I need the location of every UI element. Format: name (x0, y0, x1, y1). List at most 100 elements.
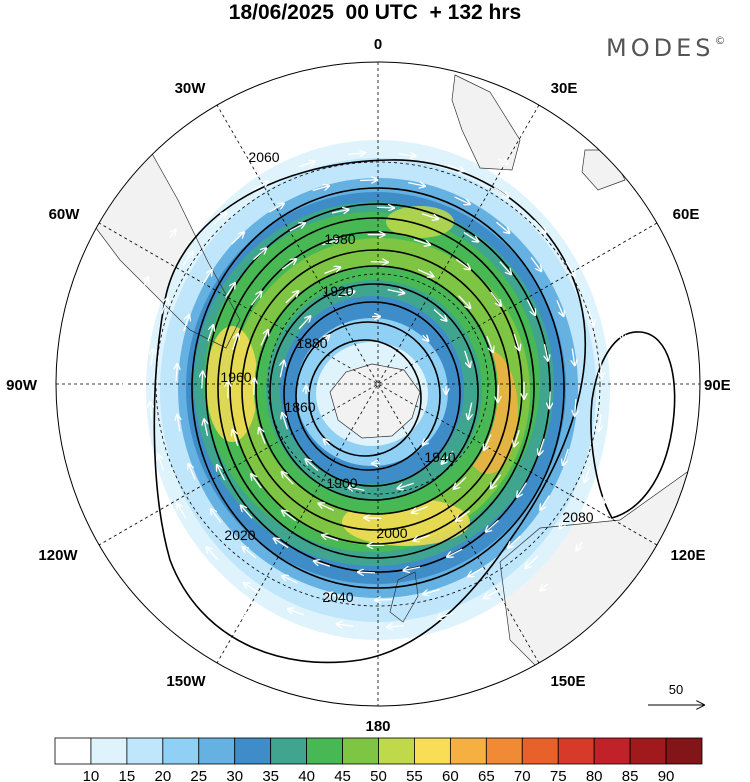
lon-label-60e: 60E (673, 206, 700, 223)
wind-vector-arrow (251, 474, 262, 489)
wind-vector-arrow (540, 495, 550, 510)
wind-vector-arrow (202, 372, 203, 389)
colorbar-tick-label: 35 (262, 768, 279, 782)
colorbar-tick-label: 80 (586, 768, 603, 782)
meridian-120e-60w (98, 222, 658, 546)
wind-vector-arrow (455, 258, 470, 269)
wind-vector-arrow (498, 159, 508, 164)
wind-vector-arrow (331, 210, 349, 214)
colorbar-swatch (90, 737, 128, 765)
wind-vector-arrow (584, 465, 591, 482)
wind-vector-arrow (491, 474, 502, 489)
contour-2020 (205, 203, 551, 573)
wind-vector-arrow (243, 547, 257, 559)
wind-vector-arrow (202, 270, 212, 285)
wind-vector-arrow (412, 505, 428, 513)
wind-vector-arrow (169, 230, 176, 239)
colorbar-tick-label: 10 (83, 768, 100, 782)
wind-vector-arrow (513, 333, 519, 350)
wind-vector-arrow (490, 291, 501, 306)
wind-vector-arrow (530, 257, 541, 272)
wind-vector-arrow (281, 259, 296, 270)
wind-vector-arrow (468, 567, 484, 577)
lon-label-90w: 90W (6, 377, 38, 394)
wind-vector-arrow (203, 583, 211, 590)
wind-vector-arrow (398, 126, 408, 127)
wind-vector-arrow (203, 189, 211, 197)
wind-vector-arrow (254, 378, 255, 396)
wind-vector-arrow (587, 309, 594, 325)
wind-vector-arrow (344, 653, 354, 654)
wind-vector-arrow (517, 482, 527, 497)
wind-vector-arrow (556, 300, 564, 316)
wind-vector-arrow (338, 292, 354, 298)
wind-vector-arrow (560, 513, 570, 528)
wind-vector-arrow (600, 361, 602, 378)
contour-1860 (308, 339, 422, 457)
coastline-south-america (89, 149, 241, 349)
land-africa (452, 75, 520, 170)
brand-logo: MODES© (606, 34, 725, 62)
wind-vector-arrow (576, 541, 583, 550)
wind-vector-arrow (312, 186, 329, 192)
contour-label-1860: 1860 (284, 399, 315, 415)
colorbar-swatch (414, 737, 451, 765)
colorbar-swatch (198, 737, 236, 765)
wind-vector-arrow (327, 594, 344, 598)
wind-vector-arrow (437, 612, 454, 618)
wind-vector-arrow (298, 162, 315, 168)
wind-vector-arrow (541, 190, 549, 198)
wind-vector-arrow (324, 439, 330, 445)
lon-label-120w: 120W (38, 547, 78, 564)
colorbar-tick-label: 25 (190, 768, 207, 782)
wind-vector-arrow (282, 472, 294, 485)
wind-vector-arrow (423, 335, 429, 341)
wind-vector-arrow (605, 278, 609, 288)
colorbar-tick-label: 50 (370, 768, 387, 782)
wind-vector-arrow (169, 541, 176, 550)
wind-vector-arrow (288, 609, 305, 616)
wind-vector-arrow (464, 350, 470, 367)
wind-vector-arrow (245, 616, 254, 621)
wind-vector-arrow (454, 196, 470, 204)
antarctica-overlay (330, 364, 420, 438)
colorbar-tick-label: 45 (334, 768, 351, 782)
colorbar-tick-label: 20 (154, 768, 171, 782)
wind-vector-arrow (289, 223, 305, 232)
brand-copyright-mark: © (714, 34, 726, 47)
colorbar-swatch (593, 737, 631, 765)
colorbar-swatch (306, 737, 343, 765)
wind-vector-arrow (499, 261, 511, 275)
wind-vector-arrow (526, 555, 539, 568)
wind-vector-arrow (129, 329, 131, 340)
wind-vector-arrow (545, 343, 549, 361)
wind-vector-arrow (280, 361, 284, 378)
wind-vector-arrow (292, 640, 303, 643)
contour-1880 (295, 321, 441, 471)
reference-vector-label: 50 (669, 682, 683, 697)
contour-1940 (255, 265, 497, 515)
wind-vector-arrow (495, 221, 509, 233)
wind-vector-arrow (540, 583, 549, 591)
lon-label-90e: 90E (704, 377, 731, 394)
wind-vector-arrow (260, 330, 268, 346)
wind-vector-arrow (565, 261, 575, 277)
wind-vector-arrow (177, 504, 187, 519)
colorbar-swatch (521, 737, 559, 765)
wind-vector-arrow (622, 330, 624, 341)
wind-vector-arrow (143, 492, 147, 502)
wind-vector-arrow (442, 450, 454, 464)
wind-vector-arrow (158, 455, 165, 471)
coastline-new-zealand (389, 571, 419, 623)
globe-outline (55, 61, 701, 707)
wind-vector-arrow (604, 493, 608, 503)
lon-label-150w: 150W (166, 673, 206, 690)
colorbar-tick-label: 15 (119, 768, 136, 782)
wind-vector-arrow (572, 348, 575, 366)
wind-vector-arrow (324, 267, 341, 275)
wind-vector-arrow (151, 349, 153, 366)
coastline-africa (451, 74, 521, 171)
wind-vector-arrow (241, 506, 253, 519)
colorbar-swatch (270, 737, 308, 765)
longitude-labels: 0 30E 60E 90E 120E 150E 180 150W 120W 90… (6, 36, 731, 735)
